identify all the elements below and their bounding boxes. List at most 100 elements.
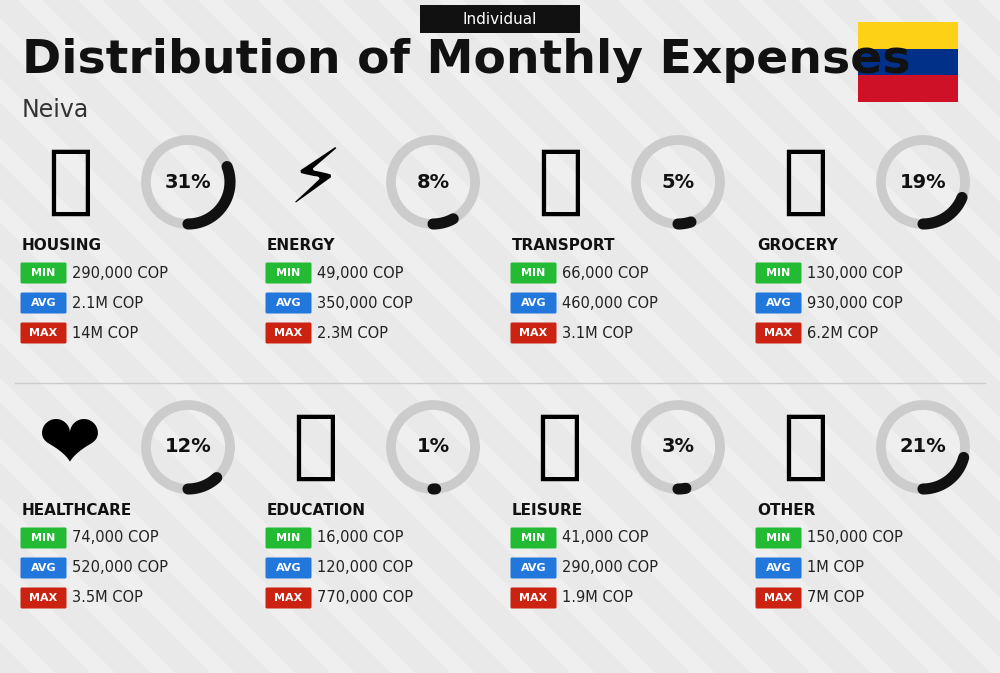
Text: 🚌: 🚌 — [537, 145, 583, 219]
FancyBboxPatch shape — [420, 5, 580, 33]
Text: MIN: MIN — [276, 533, 301, 543]
Text: Individual: Individual — [463, 11, 537, 26]
Text: 770,000 COP: 770,000 COP — [317, 590, 413, 606]
Text: 41,000 COP: 41,000 COP — [562, 530, 648, 546]
Text: Distribution of Monthly Expenses: Distribution of Monthly Expenses — [22, 38, 910, 83]
Text: 460,000 COP: 460,000 COP — [562, 295, 658, 310]
FancyBboxPatch shape — [266, 262, 312, 283]
Text: 130,000 COP: 130,000 COP — [807, 266, 903, 281]
Text: 16,000 COP: 16,000 COP — [317, 530, 404, 546]
Text: ⚡: ⚡ — [288, 145, 342, 219]
Text: 1M COP: 1M COP — [807, 561, 864, 575]
Text: MIN: MIN — [766, 268, 791, 278]
Text: 3.5M COP: 3.5M COP — [72, 590, 143, 606]
Text: MIN: MIN — [766, 533, 791, 543]
FancyBboxPatch shape — [20, 262, 66, 283]
FancyBboxPatch shape — [511, 322, 556, 343]
FancyBboxPatch shape — [20, 588, 66, 608]
Text: 1.9M COP: 1.9M COP — [562, 590, 633, 606]
Text: MIN: MIN — [521, 268, 546, 278]
Text: 6.2M COP: 6.2M COP — [807, 326, 878, 341]
Text: 3%: 3% — [662, 437, 694, 456]
FancyBboxPatch shape — [20, 557, 66, 579]
FancyBboxPatch shape — [511, 293, 556, 314]
Text: 290,000 COP: 290,000 COP — [72, 266, 168, 281]
Text: AVG: AVG — [521, 298, 546, 308]
Text: AVG: AVG — [31, 298, 56, 308]
Text: 74,000 COP: 74,000 COP — [72, 530, 159, 546]
FancyBboxPatch shape — [756, 588, 802, 608]
FancyBboxPatch shape — [858, 48, 958, 75]
Text: MAX: MAX — [519, 593, 548, 603]
Text: 5%: 5% — [661, 172, 695, 192]
Text: 49,000 COP: 49,000 COP — [317, 266, 404, 281]
Text: MIN: MIN — [276, 268, 301, 278]
Text: ENERGY: ENERGY — [267, 238, 336, 253]
Text: MIN: MIN — [31, 533, 56, 543]
FancyBboxPatch shape — [511, 588, 556, 608]
FancyBboxPatch shape — [511, 528, 556, 548]
Text: 350,000 COP: 350,000 COP — [317, 295, 413, 310]
Text: 3.1M COP: 3.1M COP — [562, 326, 633, 341]
FancyBboxPatch shape — [20, 322, 66, 343]
Text: TRANSPORT: TRANSPORT — [512, 238, 616, 253]
FancyBboxPatch shape — [756, 262, 802, 283]
Text: AVG: AVG — [31, 563, 56, 573]
Text: 12%: 12% — [165, 437, 211, 456]
Text: 66,000 COP: 66,000 COP — [562, 266, 648, 281]
FancyBboxPatch shape — [266, 557, 312, 579]
Text: HOUSING: HOUSING — [22, 238, 102, 253]
Text: HEALTHCARE: HEALTHCARE — [22, 503, 132, 518]
Text: MIN: MIN — [31, 268, 56, 278]
Text: 21%: 21% — [900, 437, 946, 456]
Text: MAX: MAX — [274, 328, 303, 338]
Text: Neiva: Neiva — [22, 98, 89, 122]
Text: 2.3M COP: 2.3M COP — [317, 326, 388, 341]
FancyBboxPatch shape — [756, 528, 802, 548]
FancyBboxPatch shape — [511, 557, 556, 579]
FancyBboxPatch shape — [266, 588, 312, 608]
Text: OTHER: OTHER — [757, 503, 815, 518]
Text: MAX: MAX — [764, 593, 793, 603]
FancyBboxPatch shape — [756, 322, 802, 343]
Text: MAX: MAX — [29, 328, 58, 338]
Text: 🛒: 🛒 — [782, 145, 828, 219]
FancyBboxPatch shape — [858, 75, 958, 102]
FancyBboxPatch shape — [756, 293, 802, 314]
Text: 520,000 COP: 520,000 COP — [72, 561, 168, 575]
Text: AVG: AVG — [276, 563, 301, 573]
Text: GROCERY: GROCERY — [757, 238, 838, 253]
FancyBboxPatch shape — [266, 322, 312, 343]
Text: 120,000 COP: 120,000 COP — [317, 561, 413, 575]
Text: 290,000 COP: 290,000 COP — [562, 561, 658, 575]
Text: 2.1M COP: 2.1M COP — [72, 295, 143, 310]
Text: 150,000 COP: 150,000 COP — [807, 530, 903, 546]
Text: EDUCATION: EDUCATION — [267, 503, 366, 518]
Text: AVG: AVG — [276, 298, 301, 308]
Text: ❤️: ❤️ — [38, 410, 102, 484]
Text: 8%: 8% — [416, 172, 450, 192]
Text: 930,000 COP: 930,000 COP — [807, 295, 903, 310]
Text: MIN: MIN — [521, 533, 546, 543]
FancyBboxPatch shape — [266, 528, 312, 548]
FancyBboxPatch shape — [20, 528, 66, 548]
Text: AVG: AVG — [766, 563, 791, 573]
Text: MAX: MAX — [764, 328, 793, 338]
Text: 14M COP: 14M COP — [72, 326, 138, 341]
Text: AVG: AVG — [521, 563, 546, 573]
Text: 19%: 19% — [900, 172, 946, 192]
FancyBboxPatch shape — [20, 293, 66, 314]
FancyBboxPatch shape — [266, 293, 312, 314]
Text: MAX: MAX — [29, 593, 58, 603]
Text: 1%: 1% — [416, 437, 450, 456]
Text: 🛍️: 🛍️ — [537, 410, 583, 484]
FancyBboxPatch shape — [756, 557, 802, 579]
FancyBboxPatch shape — [511, 262, 556, 283]
Text: 🎓: 🎓 — [292, 410, 338, 484]
FancyBboxPatch shape — [858, 22, 958, 48]
Text: AVG: AVG — [766, 298, 791, 308]
Text: LEISURE: LEISURE — [512, 503, 583, 518]
Text: 💰: 💰 — [782, 410, 828, 484]
Text: MAX: MAX — [274, 593, 303, 603]
Text: 🏢: 🏢 — [47, 145, 93, 219]
